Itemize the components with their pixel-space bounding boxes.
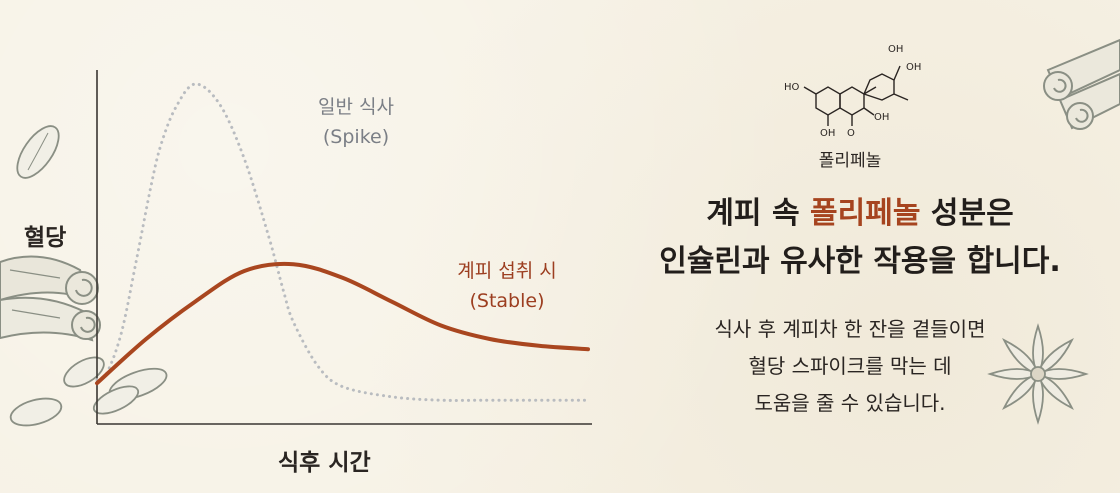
headline-line1: 계피 속 폴리페놀 성분은 (600, 190, 1120, 238)
legend-spike-label: 일반 식사 (Spike) (296, 92, 416, 152)
substituent-oh-top: OH (888, 44, 903, 55)
substituent-oh-right: OH (906, 62, 921, 73)
seed-icon (9, 125, 168, 427)
substituent-oh-mid: OH (874, 112, 889, 123)
molecule-caption: 폴리페놀 (818, 151, 882, 171)
headline-line2: 인슐린과 유사한 작용을 합니다. (659, 244, 1061, 279)
cinnamon-stick-left-icon (0, 255, 101, 342)
headline-suffix: 성분은 (920, 196, 1014, 231)
legend-stable-sub: (Stable) (469, 290, 545, 312)
substituent-oh-bottom: OH (820, 128, 835, 139)
headline-prefix: 계피 속 (706, 196, 811, 231)
body-line1: 식사 후 계피차 한 잔을 곁들이면 (714, 317, 986, 341)
series-line-spike (95, 82, 590, 402)
legend-stable-name: 계피 섭취 시 (457, 260, 557, 282)
series-line-stable (95, 261, 590, 386)
headline: 계피 속 폴리페놀 성분은 인슐린과 유사한 작용을 합니다. (600, 190, 1120, 286)
legend-stable-label: 계피 섭취 시 (Stable) (432, 256, 582, 316)
body-line3: 도움을 줄 수 있습니다. (754, 391, 946, 415)
headline-accent: 폴리페놀 (810, 196, 921, 231)
legend-spike-sub: (Spike) (322, 126, 390, 148)
body-text: 식사 후 계피차 한 잔을 곁들이면 혈당 스파이크를 막는 데 도움을 줄 수… (600, 311, 1100, 422)
substituent-o-bottom: O (847, 128, 855, 139)
substituent-ho-left: HO (784, 82, 800, 93)
series-layer (95, 82, 590, 402)
cinnamon-stick-right-icon (1043, 38, 1120, 130)
star-anise-icon (987, 323, 1089, 425)
x-axis-label: 식후 시간 (278, 450, 371, 476)
polyphenol-molecule-icon: OH OH HO OH OH O (784, 44, 921, 139)
legend-spike-name: 일반 식사 (318, 96, 394, 118)
y-axis-label: 혈당 (24, 225, 67, 251)
body-line2: 혈당 스파이크를 막는 데 (748, 354, 952, 378)
